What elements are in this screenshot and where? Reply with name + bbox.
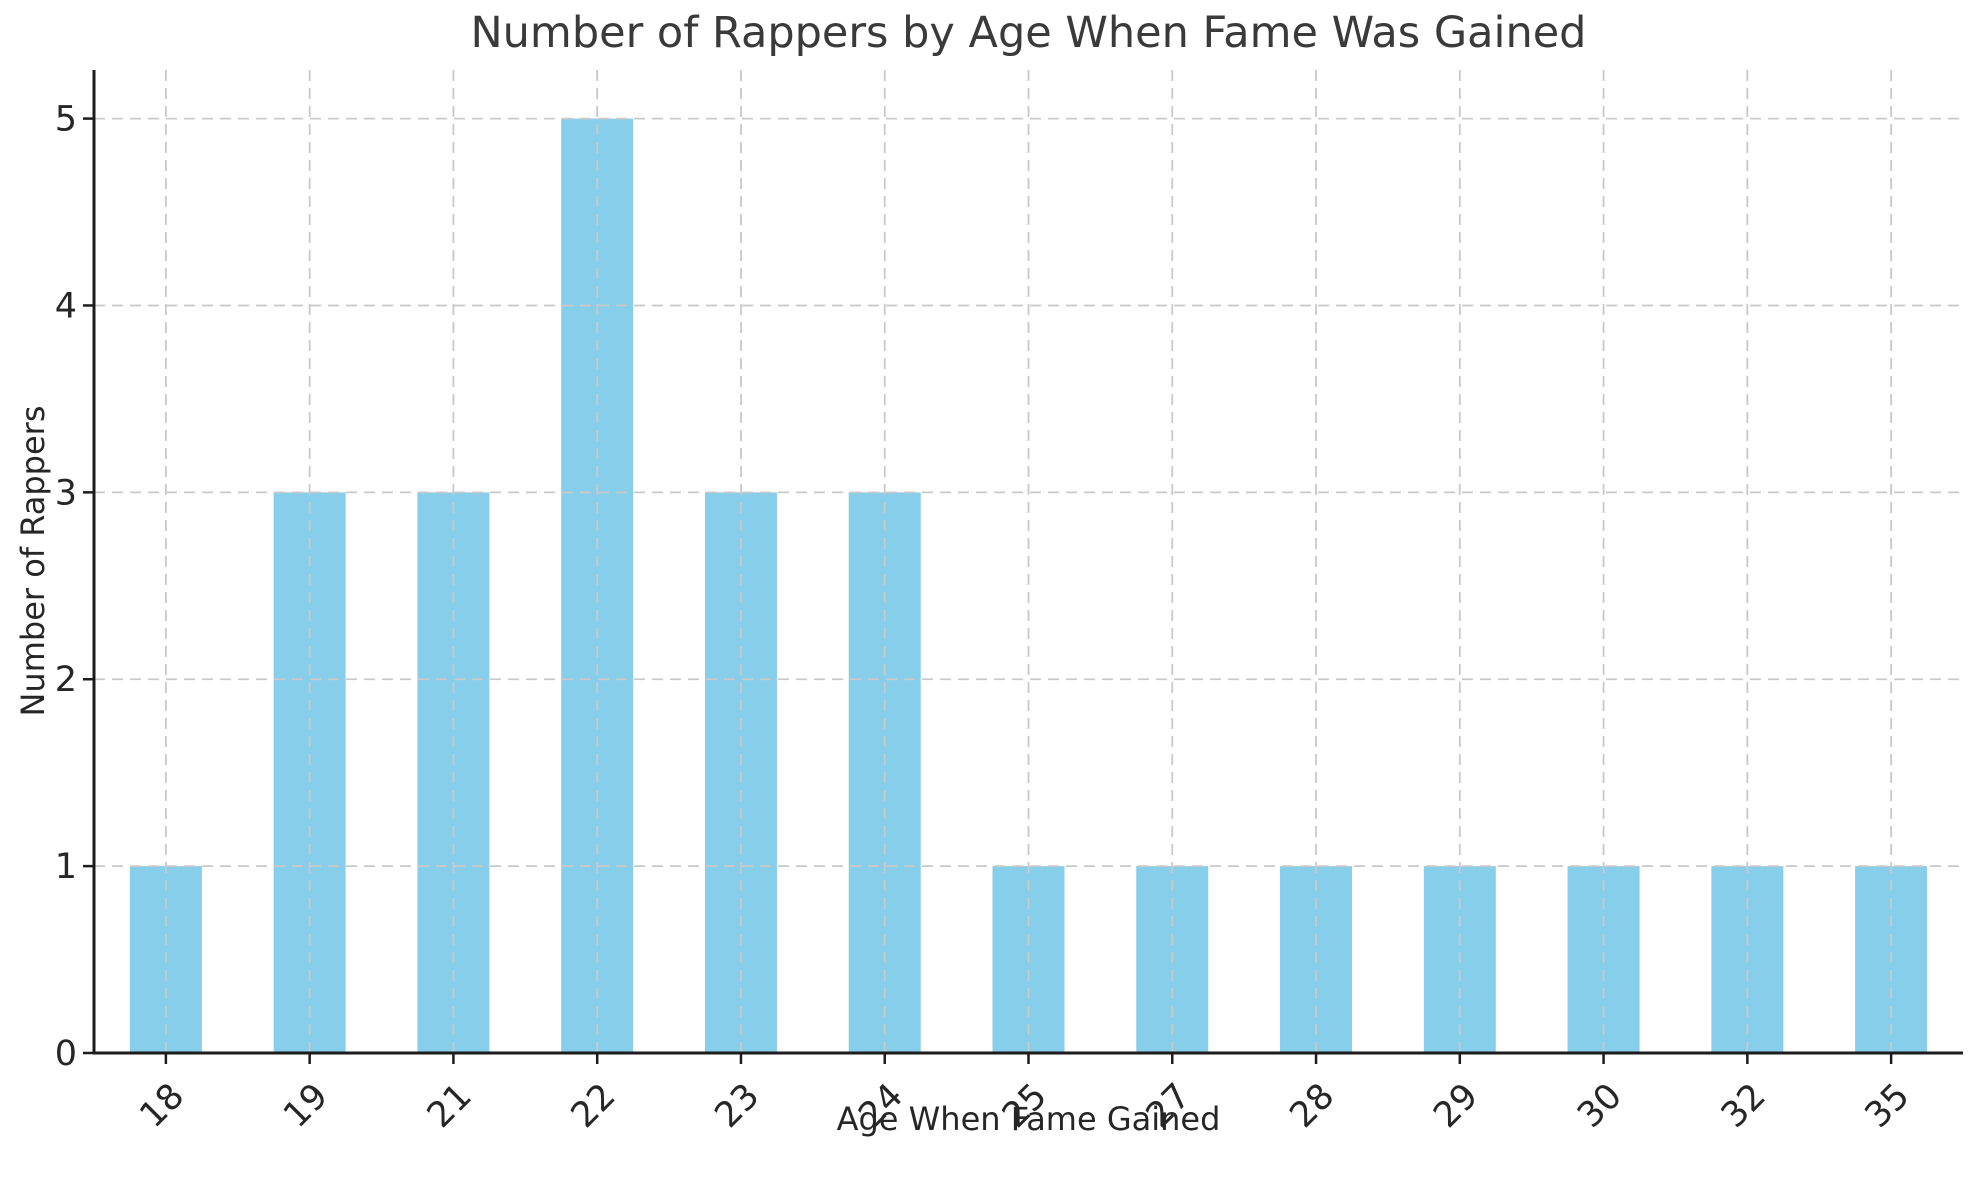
y-tick-label-0: 0 bbox=[55, 1034, 77, 1074]
left-spine bbox=[92, 70, 96, 1055]
y-tick-label-3: 3 bbox=[55, 473, 77, 513]
chart-title: Number of Rappers by Age When Fame Was G… bbox=[470, 8, 1587, 58]
x-axis-label: Age When Fame Gained bbox=[836, 1100, 1221, 1138]
y-tick-label-4: 4 bbox=[55, 286, 77, 326]
y-tick-label-5: 5 bbox=[55, 100, 77, 140]
y-tick-label-2: 2 bbox=[55, 660, 77, 700]
y-tick-label-1: 1 bbox=[55, 847, 77, 887]
